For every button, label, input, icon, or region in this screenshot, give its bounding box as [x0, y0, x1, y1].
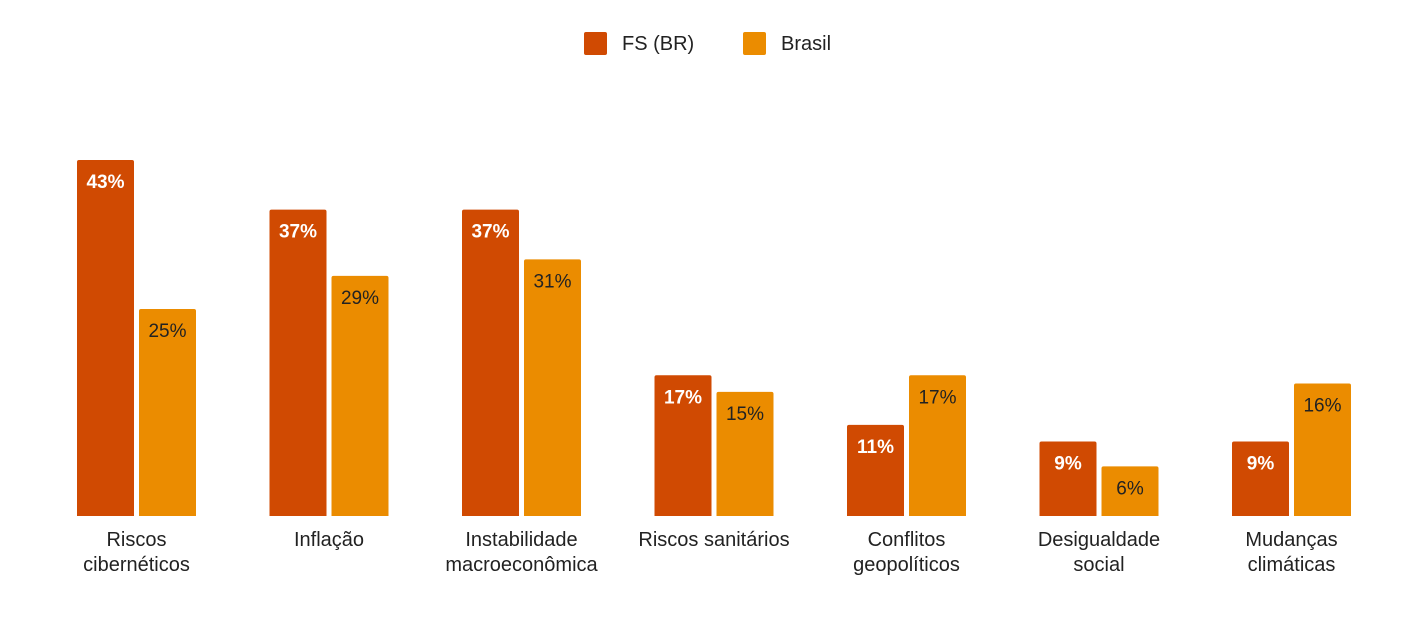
legend: FS (BR) Brasil: [584, 32, 831, 55]
value-label-1-0: 37%: [279, 222, 317, 243]
value-label-3-0: 17%: [664, 387, 702, 408]
category-label-3-0: Riscos sanitários: [638, 529, 789, 551]
value-label-3-1: 15%: [726, 404, 764, 425]
value-label-6-1: 16%: [1303, 396, 1341, 417]
category-label-4-0: Conflitos: [868, 529, 946, 551]
legend-swatch-0: [584, 32, 607, 55]
category-label-4-1: geopolíticos: [853, 554, 960, 576]
category-label-0-1: cibernéticos: [83, 554, 190, 576]
category-label-5-1: social: [1073, 554, 1124, 576]
value-label-2-1: 31%: [533, 271, 571, 292]
value-label-4-0: 11%: [857, 437, 894, 458]
category-label-6-1: climáticas: [1248, 554, 1336, 576]
bar-1-1: [331, 275, 389, 516]
bar-6-0: [1232, 441, 1289, 516]
bars: [77, 160, 1351, 516]
value-label-0-0: 43%: [86, 172, 124, 193]
value-label-6-0: 9%: [1247, 453, 1275, 474]
bar-5-0: [1039, 441, 1097, 516]
category-labels: Riscos cibernéticos Inflação Instabilidade m…: [83, 529, 1338, 576]
bar-4-1: [909, 375, 966, 516]
value-label-4-1: 17%: [918, 387, 956, 408]
bar-2-1: [524, 259, 581, 516]
bar-0-1: [139, 309, 196, 516]
legend-label-1: Brasil: [781, 33, 831, 55]
bar-2-0: [462, 209, 519, 516]
bar-5-1: [1101, 466, 1159, 516]
legend-swatch-1: [743, 32, 766, 55]
value-label-5-1: 6%: [1116, 478, 1144, 499]
category-label-2-1: macroeconômica: [445, 554, 598, 576]
category-label-1-0: Inflação: [294, 529, 364, 551]
bar-1-0: [269, 209, 327, 516]
legend-label-0: FS (BR): [622, 33, 694, 55]
value-label-2-0: 37%: [471, 222, 509, 243]
bar-3-1: [716, 391, 774, 516]
bar-0-0: [77, 160, 134, 516]
bar-3-0: [654, 375, 712, 516]
value-label-5-0: 9%: [1054, 453, 1082, 474]
bar-4-0: [847, 424, 904, 516]
value-labels: 43% 25% 37% 29% 37% 31% 17% 15% 11% 17% 9% 6% 9% 16%: [86, 172, 1341, 499]
category-label-2-0: Instabilidade: [465, 529, 577, 551]
value-label-0-1: 25%: [148, 321, 186, 342]
category-label-6-0: Mudanças: [1245, 529, 1337, 551]
category-label-0-0: Riscos: [106, 529, 166, 551]
bar-6-1: [1294, 383, 1351, 516]
value-label-1-1: 29%: [341, 288, 379, 309]
category-label-5-0: Desigualdade: [1038, 529, 1160, 551]
